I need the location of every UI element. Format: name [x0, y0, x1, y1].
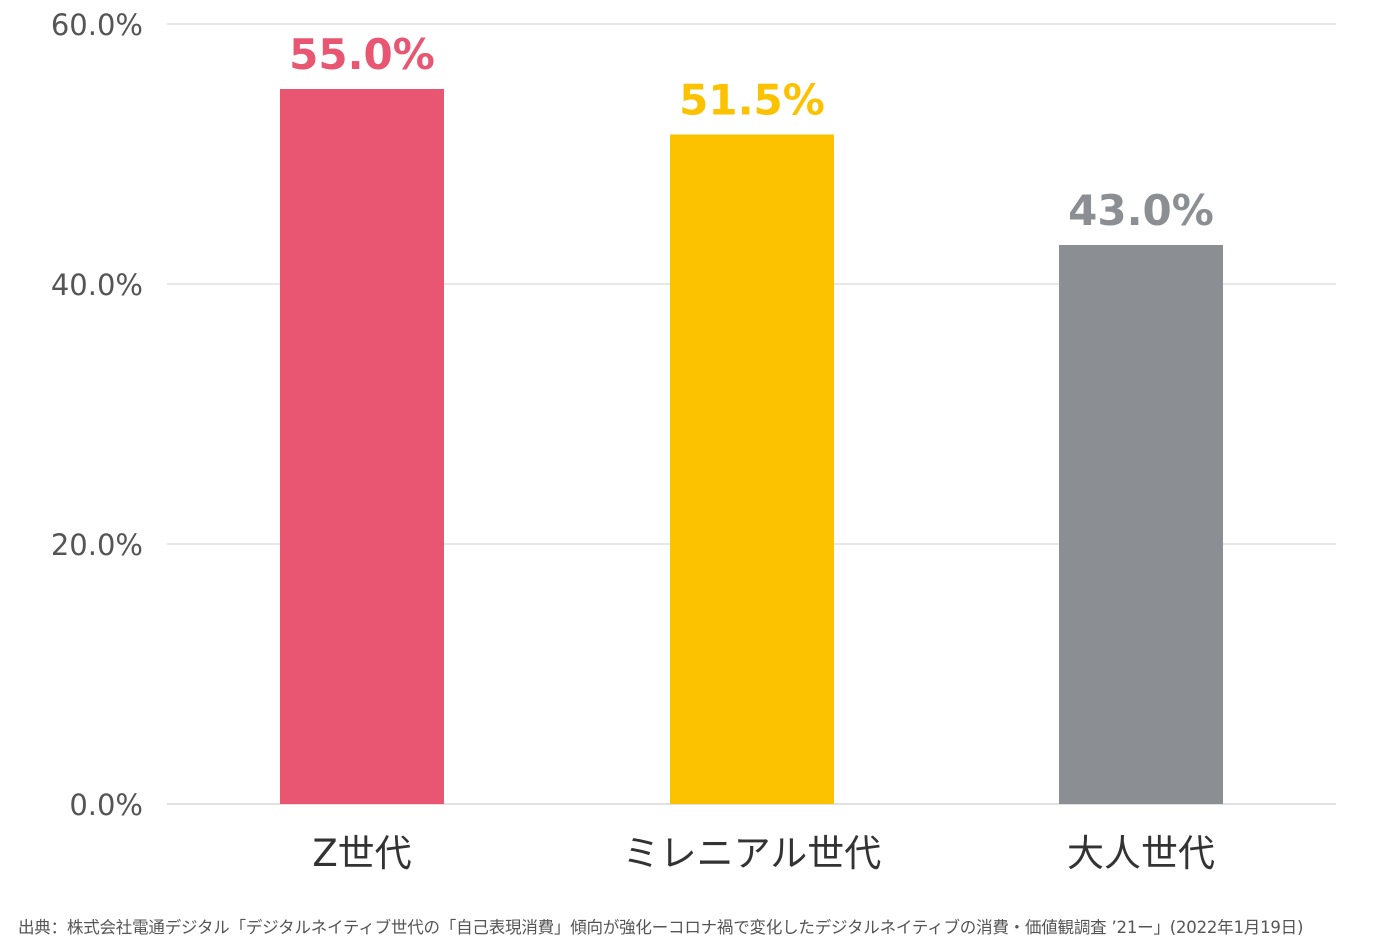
bar-2 [1059, 245, 1223, 804]
x-tick-label-0: Z世代 [312, 832, 411, 875]
bar-0 [280, 89, 444, 804]
bars [280, 89, 1223, 804]
x-axis-ticks: Z世代 ミレニアル世代 大人世代 [312, 832, 1215, 875]
x-tick-label-2: 大人世代 [1067, 832, 1215, 875]
y-tick-label: 20.0% [51, 528, 143, 562]
data-labels: 55.0% 51.5% 43.0% [289, 30, 1214, 235]
y-axis-ticks: 0.0% 20.0% 40.0% 60.0% [51, 8, 143, 822]
source-note: 出典：株式会社電通デジタル「デジタルネイティブ世代の「自己表現消費」傾向が強化ー… [18, 918, 1304, 937]
y-tick-label: 40.0% [51, 268, 143, 302]
x-tick-label-1: ミレニアル世代 [623, 832, 882, 875]
bar-1 [670, 134, 834, 804]
y-tick-label: 60.0% [51, 8, 143, 42]
bar-chart: 0.0% 20.0% 40.0% 60.0% 55.0% 51.5% 43.0% Z世代 ミ… [51, 8, 1336, 875]
y-tick-label: 0.0% [69, 788, 143, 822]
data-label-2: 43.0% [1068, 186, 1214, 235]
data-label-1: 51.5% [679, 76, 825, 125]
data-label-0: 55.0% [289, 30, 435, 79]
